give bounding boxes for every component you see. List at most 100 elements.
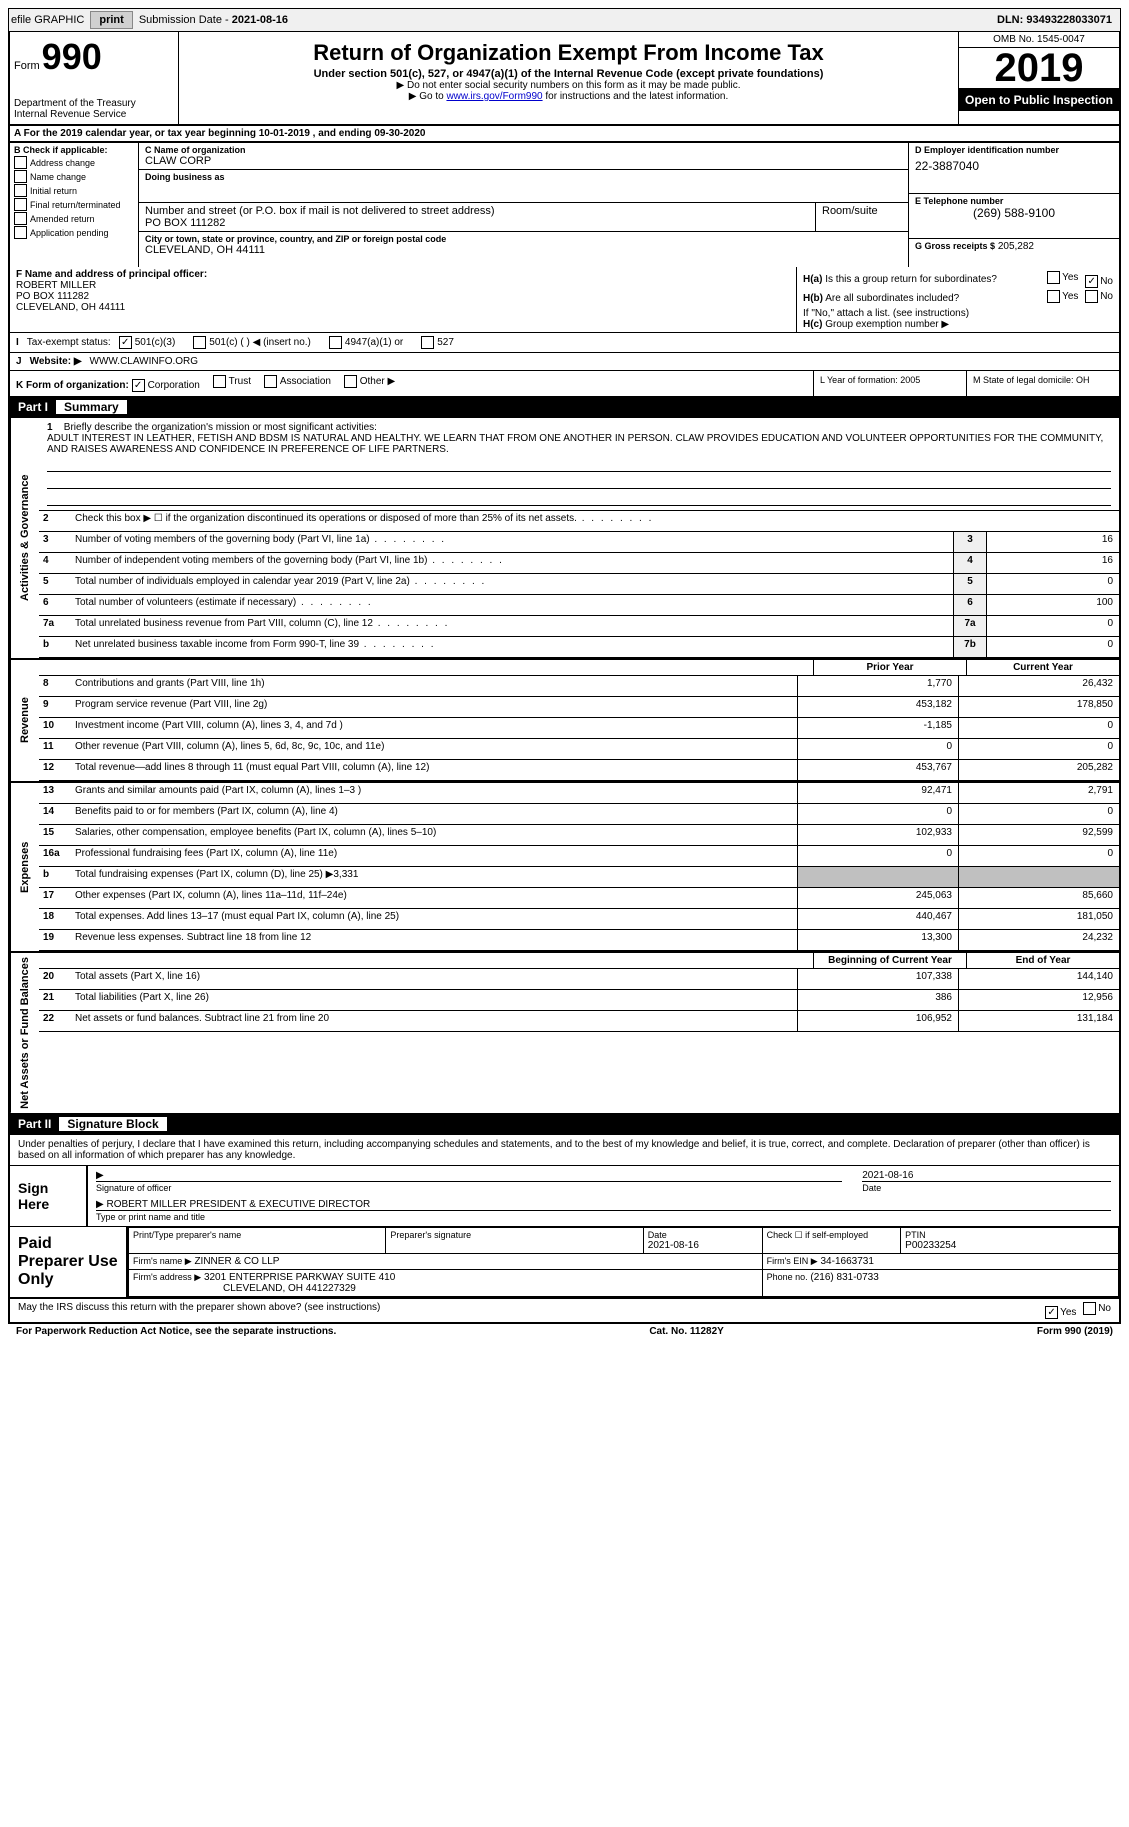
submission-label: Submission Date - 2021-08-16 bbox=[139, 14, 288, 26]
irs-link[interactable]: www.irs.gov/Form990 bbox=[446, 91, 542, 102]
mission-block: 1 Briefly describe the organization's mi… bbox=[39, 418, 1119, 511]
subtitle-1: Under section 501(c), 527, or 4947(a)(1)… bbox=[185, 68, 952, 80]
hb-yes[interactable] bbox=[1047, 290, 1060, 303]
form-990-page: efile GRAPHIC print Submission Date - 20… bbox=[0, 0, 1129, 1347]
gov-line: 4Number of independent voting members of… bbox=[39, 553, 1119, 574]
revenue-header: Prior Year Current Year bbox=[39, 660, 1119, 676]
data-line: bTotal fundraising expenses (Part IX, co… bbox=[39, 867, 1119, 888]
checkbox-name-change[interactable] bbox=[14, 170, 27, 183]
footer-row: For Paperwork Reduction Act Notice, see … bbox=[8, 1324, 1121, 1339]
telephone-cell: E Telephone number (269) 588-9100 bbox=[909, 194, 1119, 239]
sign-here-label: Sign Here bbox=[10, 1166, 88, 1226]
signature-block: Under penalties of perjury, I declare th… bbox=[8, 1135, 1121, 1299]
data-line: 13Grants and similar amounts paid (Part … bbox=[39, 783, 1119, 804]
gov-line: bNet unrelated business taxable income f… bbox=[39, 637, 1119, 658]
efile-label: efile GRAPHIC bbox=[11, 14, 84, 26]
checkbox-pending[interactable] bbox=[14, 226, 27, 239]
section-a: A For the 2019 calendar year, or tax yea… bbox=[8, 126, 1121, 143]
data-line: 16aProfessional fundraising fees (Part I… bbox=[39, 846, 1119, 867]
org-other[interactable] bbox=[344, 375, 357, 388]
print-button[interactable]: print bbox=[90, 11, 132, 29]
header-mid: Return of Organization Exempt From Incom… bbox=[179, 32, 959, 124]
data-line: 17Other expenses (Part IX, column (A), l… bbox=[39, 888, 1119, 909]
governance-section: Activities & Governance 1 Briefly descri… bbox=[8, 418, 1121, 660]
col-b-title: B Check if applicable: bbox=[14, 145, 134, 155]
org-trust[interactable] bbox=[213, 375, 226, 388]
open-inspection: Open to Public Inspection bbox=[959, 89, 1119, 111]
status-527[interactable] bbox=[421, 336, 434, 349]
checkbox-initial-return[interactable] bbox=[14, 184, 27, 197]
state-domicile: M State of legal domicile: OH bbox=[967, 371, 1119, 396]
side-revenue: Revenue bbox=[10, 660, 39, 781]
column-d: D Employer identification number 22-3887… bbox=[909, 143, 1119, 267]
status-501c[interactable] bbox=[193, 336, 206, 349]
gov-line: 6Total number of volunteers (estimate if… bbox=[39, 595, 1119, 616]
form-title: Return of Organization Exempt From Incom… bbox=[185, 40, 952, 66]
tax-year: 2019 bbox=[959, 48, 1119, 89]
form-org-row: K Form of organization: Corporation Trus… bbox=[8, 371, 1121, 398]
address-row: Number and street (or P.O. box if mail i… bbox=[139, 203, 908, 232]
header-left: Form 990 Department of the Treasury Inte… bbox=[10, 32, 179, 124]
data-line: 20Total assets (Part X, line 16)107,3381… bbox=[39, 969, 1119, 990]
gov-line: 5Total number of individuals employed in… bbox=[39, 574, 1119, 595]
paid-preparer-label: Paid Preparer Use Only bbox=[10, 1227, 128, 1297]
dln: DLN: 93493228033071 bbox=[997, 14, 1118, 26]
gov-line: 2Check this box ▶ ☐ if the organization … bbox=[39, 511, 1119, 532]
org-corp[interactable] bbox=[132, 379, 145, 392]
org-name-cell: C Name of organization CLAW CORP bbox=[139, 143, 908, 170]
street-cell: Number and street (or P.O. box if mail i… bbox=[139, 203, 816, 231]
data-line: 19Revenue less expenses. Subtract line 1… bbox=[39, 930, 1119, 951]
penalties-text: Under penalties of perjury, I declare th… bbox=[10, 1135, 1119, 1165]
dept-treasury: Department of the Treasury Internal Reve… bbox=[14, 98, 174, 120]
hb-no[interactable] bbox=[1085, 290, 1098, 303]
status-4947[interactable] bbox=[329, 336, 342, 349]
net-header: Beginning of Current Year End of Year bbox=[39, 953, 1119, 969]
ein-cell: D Employer identification number 22-3887… bbox=[909, 143, 1119, 194]
data-line: 12Total revenue—add lines 8 through 11 (… bbox=[39, 760, 1119, 781]
officer-cell: F Name and address of principal officer:… bbox=[10, 267, 797, 332]
data-line: 15Salaries, other compensation, employee… bbox=[39, 825, 1119, 846]
discuss-row: May the IRS discuss this return with the… bbox=[8, 1299, 1121, 1324]
website-row: J Website: ▶ WWW.CLAWINFO.ORG bbox=[8, 353, 1121, 371]
ha-no[interactable] bbox=[1085, 275, 1098, 288]
gov-line: 3Number of voting members of the governi… bbox=[39, 532, 1119, 553]
checkbox-amended[interactable] bbox=[14, 212, 27, 225]
status-501c3[interactable] bbox=[119, 336, 132, 349]
dba-cell: Doing business as bbox=[139, 170, 908, 203]
org-assoc[interactable] bbox=[264, 375, 277, 388]
data-line: 21Total liabilities (Part X, line 26)386… bbox=[39, 990, 1119, 1011]
data-line: 14Benefits paid to or for members (Part … bbox=[39, 804, 1119, 825]
discuss-no[interactable] bbox=[1083, 1302, 1096, 1315]
subtitle-2: ▶ Do not enter social security numbers o… bbox=[185, 80, 952, 91]
preparer-table: Print/Type preparer's name Preparer's si… bbox=[128, 1227, 1119, 1297]
paid-preparer-row: Paid Preparer Use Only Print/Type prepar… bbox=[10, 1226, 1119, 1297]
form-number: Form 990 bbox=[14, 36, 174, 78]
header-right: OMB No. 1545-0047 2019 Open to Public In… bbox=[959, 32, 1119, 124]
k-left: K Form of organization: Corporation Trus… bbox=[10, 371, 814, 396]
subtitle-3: ▶ Go to www.irs.gov/Form990 for instruct… bbox=[185, 91, 952, 102]
year-formation: L Year of formation: 2005 bbox=[814, 371, 967, 396]
data-line: 9Program service revenue (Part VIII, lin… bbox=[39, 697, 1119, 718]
gross-receipts-cell: G Gross receipts $ 205,282 bbox=[909, 239, 1119, 267]
data-line: 11Other revenue (Part VIII, column (A), … bbox=[39, 739, 1119, 760]
arrow-icon: ▶ bbox=[96, 1170, 842, 1181]
net-assets-section: Net Assets or Fund Balances Beginning of… bbox=[8, 953, 1121, 1115]
top-bar: efile GRAPHIC print Submission Date - 20… bbox=[8, 8, 1121, 32]
data-line: 10Investment income (Part VIII, column (… bbox=[39, 718, 1119, 739]
discuss-yes[interactable] bbox=[1045, 1306, 1058, 1319]
group-return-cell: H(a) Is this a group return for subordin… bbox=[797, 267, 1119, 332]
checkbox-final-return[interactable] bbox=[14, 198, 27, 211]
checkbox-address-change[interactable] bbox=[14, 156, 27, 169]
sign-here-row: Sign Here ▶ Signature of officer 2021-08… bbox=[10, 1165, 1119, 1226]
revenue-section: Revenue Prior Year Current Year 8Contrib… bbox=[8, 660, 1121, 783]
data-line: 18Total expenses. Add lines 13–17 (must … bbox=[39, 909, 1119, 930]
officer-group-block: F Name and address of principal officer:… bbox=[8, 267, 1121, 333]
form-header: Form 990 Department of the Treasury Inte… bbox=[8, 32, 1121, 126]
column-b: B Check if applicable: Address change Na… bbox=[10, 143, 139, 267]
ha-yes[interactable] bbox=[1047, 271, 1060, 284]
room-cell: Room/suite bbox=[816, 203, 908, 231]
column-c: C Name of organization CLAW CORP Doing b… bbox=[139, 143, 909, 267]
part-1-header: Part I Summary bbox=[8, 398, 1121, 418]
side-expenses: Expenses bbox=[10, 783, 39, 951]
main-info-block: B Check if applicable: Address change Na… bbox=[8, 143, 1121, 267]
